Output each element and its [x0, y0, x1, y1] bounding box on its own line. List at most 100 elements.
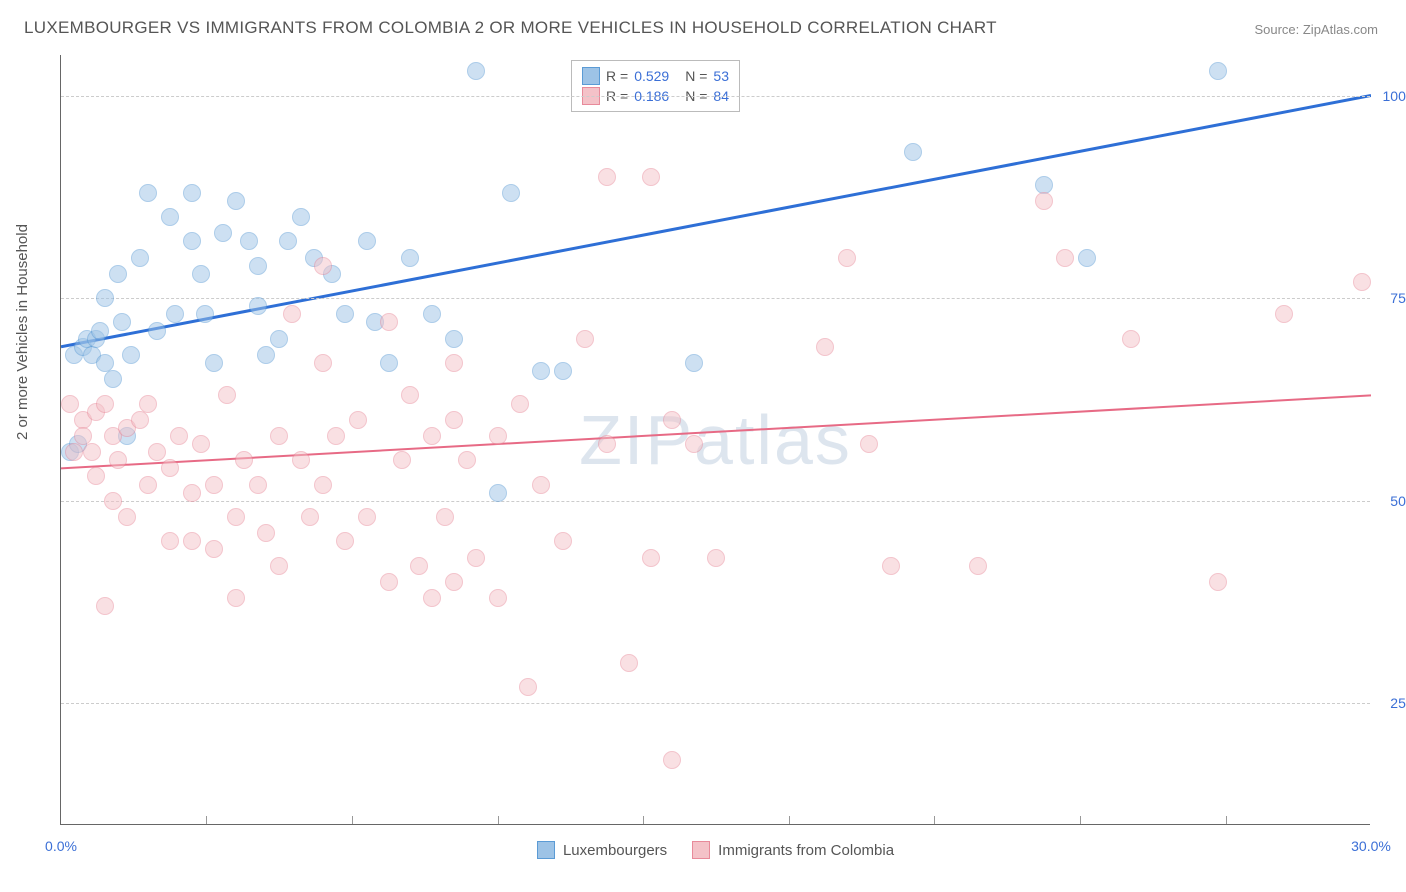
data-point: [663, 411, 681, 429]
legend-series-name: Immigrants from Colombia: [718, 842, 894, 859]
data-point: [257, 346, 275, 364]
x-tick-minor: [498, 816, 499, 824]
x-tick-minor: [643, 816, 644, 824]
data-point: [139, 184, 157, 202]
watermark: ZIPatlas: [579, 400, 852, 480]
data-point: [436, 508, 454, 526]
data-point: [314, 476, 332, 494]
data-point: [554, 362, 572, 380]
data-point: [65, 443, 83, 461]
data-point: [685, 354, 703, 372]
data-point: [314, 257, 332, 275]
data-point: [620, 654, 638, 672]
data-point: [161, 532, 179, 550]
data-point: [642, 168, 660, 186]
data-point: [257, 524, 275, 542]
data-point: [489, 484, 507, 502]
data-point: [109, 265, 127, 283]
data-point: [838, 249, 856, 267]
data-point: [113, 313, 131, 331]
data-point: [467, 549, 485, 567]
data-point: [532, 476, 550, 494]
legend-series-item: Immigrants from Colombia: [692, 841, 894, 859]
data-point: [249, 476, 267, 494]
data-point: [192, 265, 210, 283]
data-point: [91, 322, 109, 340]
x-tick-minor: [1226, 816, 1227, 824]
data-point: [249, 297, 267, 315]
data-point: [283, 305, 301, 323]
data-point: [131, 249, 149, 267]
data-point: [205, 354, 223, 372]
data-point: [904, 143, 922, 161]
legend-series-item: Luxembourgers: [537, 841, 667, 859]
legend-swatch: [692, 841, 710, 859]
data-point: [393, 451, 411, 469]
data-point: [301, 508, 319, 526]
data-point: [358, 232, 376, 250]
data-point: [87, 467, 105, 485]
data-point: [218, 386, 236, 404]
data-point: [336, 532, 354, 550]
data-point: [423, 305, 441, 323]
data-point: [96, 354, 114, 372]
data-point: [139, 476, 157, 494]
data-point: [519, 678, 537, 696]
data-point: [1209, 573, 1227, 591]
data-point: [1209, 62, 1227, 80]
data-point: [1353, 273, 1371, 291]
data-point: [183, 184, 201, 202]
data-point: [192, 435, 210, 453]
x-tick-minor: [352, 816, 353, 824]
y-tick-label: 75.0%: [1375, 290, 1406, 306]
data-point: [336, 305, 354, 323]
gridline-h: [61, 501, 1370, 502]
data-point: [380, 313, 398, 331]
data-point: [380, 573, 398, 591]
data-point: [292, 208, 310, 226]
data-point: [685, 435, 703, 453]
series-legend: Luxembourgers Immigrants from Colombia: [61, 841, 1370, 859]
data-point: [104, 492, 122, 510]
data-point: [554, 532, 572, 550]
y-tick-label: 100.0%: [1375, 88, 1406, 104]
data-point: [270, 330, 288, 348]
data-point: [235, 451, 253, 469]
data-point: [410, 557, 428, 575]
data-point: [279, 232, 297, 250]
data-point: [467, 62, 485, 80]
data-point: [423, 589, 441, 607]
legend-swatch: [537, 841, 555, 859]
data-point: [183, 484, 201, 502]
data-point: [183, 532, 201, 550]
data-point: [240, 232, 258, 250]
data-point: [205, 540, 223, 558]
data-point: [1122, 330, 1140, 348]
data-point: [227, 589, 245, 607]
data-point: [327, 427, 345, 445]
data-point: [196, 305, 214, 323]
data-point: [83, 443, 101, 461]
data-point: [270, 427, 288, 445]
data-point: [511, 395, 529, 413]
x-tick-minor: [206, 816, 207, 824]
chart-container: LUXEMBOURGER VS IMMIGRANTS FROM COLOMBIA…: [0, 0, 1406, 892]
data-point: [249, 257, 267, 275]
n-value: 53: [713, 68, 729, 84]
data-point: [882, 557, 900, 575]
data-point: [489, 589, 507, 607]
data-point: [122, 346, 140, 364]
data-point: [131, 411, 149, 429]
data-point: [458, 451, 476, 469]
data-point: [532, 362, 550, 380]
data-point: [1056, 249, 1074, 267]
data-point: [214, 224, 232, 242]
data-point: [445, 354, 463, 372]
data-point: [380, 354, 398, 372]
trend-lines: [61, 55, 1371, 825]
data-point: [161, 208, 179, 226]
source-label: Source: ZipAtlas.com: [1254, 22, 1378, 37]
legend-swatch: [582, 67, 600, 85]
r-value: 0.529: [634, 68, 669, 84]
x-tick-minor: [934, 816, 935, 824]
